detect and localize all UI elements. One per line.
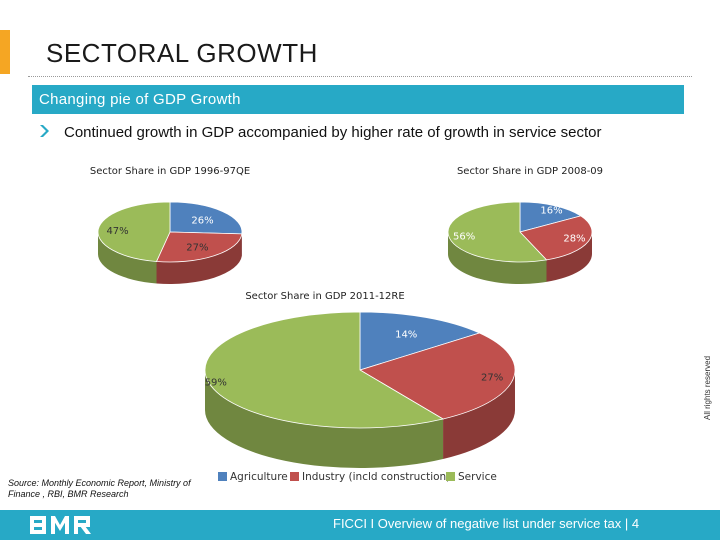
chart-title: Sector Share in GDP 2008-09 (457, 166, 603, 177)
source-note: Source: Monthly Economic Report, Ministr… (8, 478, 191, 499)
data-label: 47% (106, 226, 128, 237)
data-label: 14% (395, 329, 417, 340)
bullet-text: Continued growth in GDP accompanied by h… (64, 124, 602, 141)
pie-slice-agriculture (519, 201, 582, 233)
pie-slice-agriculture (359, 311, 481, 371)
chart-title: Sector Share in GDP 1996-97QE (90, 166, 250, 177)
pie-slice-industry (155, 231, 243, 263)
pie-slice-service (97, 201, 171, 262)
data-label: 27% (186, 243, 208, 254)
pie-chart-2011-12: Sector Share in GDP 2011-12RE 14% 27% 59% (204, 291, 516, 468)
slide-title: SECTORAL GROWTH (46, 38, 318, 68)
section-banner: Changing pie of GDP Growth (32, 85, 684, 114)
pie-chart-2008-09: Sector Share in GDP 2008-09 16% 28% 56% (447, 166, 603, 284)
pie-chart-1996-97: Sector Share in GDP 1996-97QE 26% 27% 47% (90, 166, 250, 284)
data-label: 27% (481, 372, 503, 383)
footer-text: FICCI I Overview of negative list under … (333, 516, 640, 531)
pie-side-industry (156, 233, 242, 284)
pie-slice-service (204, 311, 445, 429)
rights-note: All rights reserved (703, 355, 712, 420)
bullet-chevron-icon (40, 125, 49, 137)
footer-bar (0, 510, 720, 540)
legend-label-service: Service (458, 471, 497, 483)
legend-swatch-industry (290, 472, 299, 481)
legend-swatch-agriculture (218, 472, 227, 481)
data-label: 16% (540, 206, 562, 217)
legend-label-agriculture: Agriculture (230, 471, 288, 483)
pie-slice-industry (359, 332, 516, 420)
legend-swatch-service (446, 472, 455, 481)
legend-item-agriculture: Agriculture (218, 471, 288, 483)
pie-slice-industry (519, 215, 593, 261)
data-label: 59% (205, 377, 227, 388)
chart-title: Sector Share in GDP 2011-12RE (245, 291, 404, 302)
bmr-logo-icon (30, 516, 91, 534)
accent-bar (0, 30, 10, 74)
pie-side-service (98, 232, 157, 284)
pie-slice-agriculture (169, 201, 243, 235)
pie-side-industry (443, 370, 515, 459)
data-label: 56% (453, 231, 475, 242)
legend-item-industry: Industry (incld construction) (290, 471, 450, 483)
pie-side-service (448, 232, 547, 284)
legend-item-service: Service (446, 471, 497, 483)
pie-slice-service (447, 201, 548, 263)
data-label: 28% (563, 234, 585, 245)
data-label: 26% (191, 215, 213, 226)
pie-side-service (205, 370, 444, 468)
pie-side-industry (546, 232, 592, 282)
legend-label-industry: Industry (incld construction) (302, 471, 451, 483)
title-divider (28, 76, 692, 77)
